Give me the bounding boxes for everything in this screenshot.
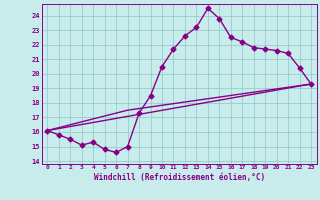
X-axis label: Windchill (Refroidissement éolien,°C): Windchill (Refroidissement éolien,°C) — [94, 173, 265, 182]
